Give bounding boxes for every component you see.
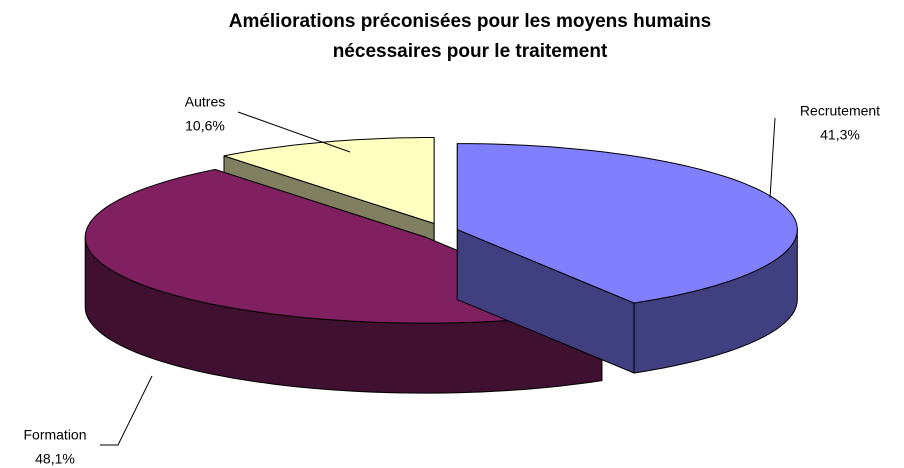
slice: [456, 143, 798, 304]
leader-line: [769, 117, 776, 199]
slice-label: Recrutement: [800, 103, 880, 119]
slice-label: Autres: [185, 94, 225, 110]
leader-line: [237, 111, 351, 153]
slice-value-label: 48,1%: [35, 451, 75, 467]
slice-value-label: 41,3%: [820, 127, 860, 143]
leader-line: [100, 375, 153, 446]
slice-label: Formation: [23, 427, 86, 443]
chart-title: Améliorations préconisées pour les moyen…: [229, 11, 712, 32]
slice-value-label: 10,6%: [185, 118, 225, 134]
chart-title: nécessaires pour le traitement: [333, 41, 608, 62]
